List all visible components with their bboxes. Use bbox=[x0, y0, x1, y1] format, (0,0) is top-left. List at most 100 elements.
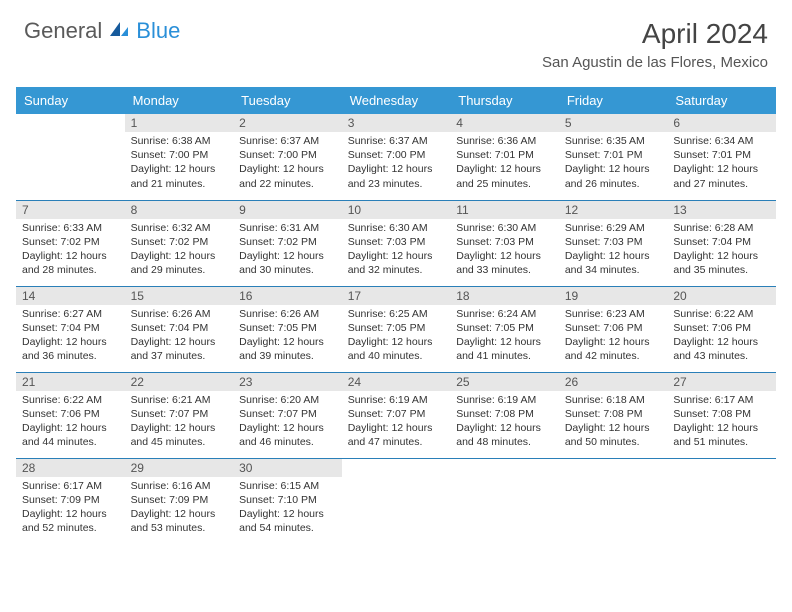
title-block: April 2024 San Agustin de las Flores, Me… bbox=[542, 18, 768, 71]
day-details: Sunrise: 6:28 AMSunset: 7:04 PMDaylight:… bbox=[673, 221, 770, 278]
day-number: 6 bbox=[667, 114, 776, 132]
day-details: Sunrise: 6:37 AMSunset: 7:00 PMDaylight:… bbox=[348, 134, 445, 191]
day-cell bbox=[559, 458, 668, 544]
day-details: Sunrise: 6:32 AMSunset: 7:02 PMDaylight:… bbox=[131, 221, 228, 278]
day-cell: 13 Sunrise: 6:28 AMSunset: 7:04 PMDayligh… bbox=[667, 200, 776, 286]
week-row: 28 Sunrise: 6:17 AMSunset: 7:09 PMDayligh… bbox=[16, 458, 776, 544]
day-cell: 24 Sunrise: 6:19 AMSunset: 7:07 PMDayligh… bbox=[342, 372, 451, 458]
day-cell: 27 Sunrise: 6:17 AMSunset: 7:08 PMDayligh… bbox=[667, 372, 776, 458]
day-cell: 30 Sunrise: 6:15 AMSunset: 7:10 PMDayligh… bbox=[233, 458, 342, 544]
day-number: 25 bbox=[450, 373, 559, 391]
day-cell: 22Sunrise: 6:21 AMSunset: 7:07 PMDayligh… bbox=[125, 372, 234, 458]
day-details: Sunrise: 6:36 AMSunset: 7:01 PMDaylight:… bbox=[456, 134, 553, 191]
day-number: 17 bbox=[342, 287, 451, 305]
day-details: Sunrise: 6:31 AMSunset: 7:02 PMDaylight:… bbox=[239, 221, 336, 278]
day-cell: 8 Sunrise: 6:32 AMSunset: 7:02 PMDaylight… bbox=[125, 200, 234, 286]
day-details: Sunrise: 6:24 AMSunset: 7:05 PMDaylight:… bbox=[456, 307, 553, 364]
day-number: 27 bbox=[667, 373, 776, 391]
day-details: Sunrise: 6:16 AMSunset: 7:09 PMDaylight:… bbox=[131, 479, 228, 536]
header: General Blue April 2024 San Agustin de l… bbox=[0, 0, 792, 79]
day-details: Sunrise: 6:22 AMSunset: 7:06 PMDaylight:… bbox=[673, 307, 770, 364]
day-cell: 23 Sunrise: 6:20 AMSunset: 7:07 PMDayligh… bbox=[233, 372, 342, 458]
day-number: 24 bbox=[342, 373, 451, 391]
day-details: Sunrise: 6:30 AMSunset: 7:03 PMDaylight:… bbox=[348, 221, 445, 278]
day-header: Saturday bbox=[667, 87, 776, 114]
day-cell: 10Sunrise: 6:30 AMSunset: 7:03 PMDayligh… bbox=[342, 200, 451, 286]
day-details: Sunrise: 6:38 AMSunset: 7:00 PMDaylight:… bbox=[131, 134, 228, 191]
day-cell: 1 Sunrise: 6:38 AMSunset: 7:00 PMDaylight… bbox=[125, 114, 234, 200]
day-header: Wednesday bbox=[342, 87, 451, 114]
day-cell: 2Sunrise: 6:37 AMSunset: 7:00 PMDaylight… bbox=[233, 114, 342, 200]
day-number: 23 bbox=[233, 373, 342, 391]
logo-sail-icon bbox=[108, 20, 130, 43]
week-row: 21 Sunrise: 6:22 AMSunset: 7:06 PMDayligh… bbox=[16, 372, 776, 458]
week-row: 14Sunrise: 6:27 AMSunset: 7:04 PMDayligh… bbox=[16, 286, 776, 372]
day-details: Sunrise: 6:26 AMSunset: 7:05 PMDaylight:… bbox=[239, 307, 336, 364]
logo-text-general: General bbox=[24, 18, 102, 44]
day-details: Sunrise: 6:34 AMSunset: 7:01 PMDaylight:… bbox=[673, 134, 770, 191]
day-cell: 28 Sunrise: 6:17 AMSunset: 7:09 PMDayligh… bbox=[16, 458, 125, 544]
day-number: 21 bbox=[16, 373, 125, 391]
day-cell: 20 Sunrise: 6:22 AMSunset: 7:06 PMDayligh… bbox=[667, 286, 776, 372]
day-header: Monday bbox=[125, 87, 234, 114]
logo-text-blue: Blue bbox=[136, 18, 180, 44]
day-number: 8 bbox=[125, 201, 234, 219]
day-cell: 7 Sunrise: 6:33 AMSunset: 7:02 PMDaylight… bbox=[16, 200, 125, 286]
day-number: 11 bbox=[450, 201, 559, 219]
day-cell: 19Sunrise: 6:23 AMSunset: 7:06 PMDayligh… bbox=[559, 286, 668, 372]
day-number: 13 bbox=[667, 201, 776, 219]
day-number: 26 bbox=[559, 373, 668, 391]
day-number: 7 bbox=[16, 201, 125, 219]
day-cell: 11 Sunrise: 6:30 AMSunset: 7:03 PMDayligh… bbox=[450, 200, 559, 286]
day-number: 28 bbox=[16, 459, 125, 477]
day-details: Sunrise: 6:15 AMSunset: 7:10 PMDaylight:… bbox=[239, 479, 336, 536]
day-number: 29 bbox=[125, 459, 234, 477]
day-number: 22 bbox=[125, 373, 234, 391]
day-number: 20 bbox=[667, 287, 776, 305]
day-cell bbox=[342, 458, 451, 544]
day-cell: 29 Sunrise: 6:16 AMSunset: 7:09 PMDayligh… bbox=[125, 458, 234, 544]
day-cell: 25 Sunrise: 6:19 AMSunset: 7:08 PMDayligh… bbox=[450, 372, 559, 458]
day-cell bbox=[450, 458, 559, 544]
day-details: Sunrise: 6:25 AMSunset: 7:05 PMDaylight:… bbox=[348, 307, 445, 364]
day-cell: 12 Sunrise: 6:29 AMSunset: 7:03 PMDayligh… bbox=[559, 200, 668, 286]
day-details: Sunrise: 6:22 AMSunset: 7:06 PMDaylight:… bbox=[22, 393, 119, 450]
day-number: 1 bbox=[125, 114, 234, 132]
day-details: Sunrise: 6:19 AMSunset: 7:08 PMDaylight:… bbox=[456, 393, 553, 450]
location: San Agustin de las Flores, Mexico bbox=[542, 54, 768, 71]
day-details: Sunrise: 6:33 AMSunset: 7:02 PMDaylight:… bbox=[22, 221, 119, 278]
day-header: Thursday bbox=[450, 87, 559, 114]
day-cell bbox=[16, 114, 125, 200]
day-details: Sunrise: 6:30 AMSunset: 7:03 PMDaylight:… bbox=[456, 221, 553, 278]
day-number: 16 bbox=[233, 287, 342, 305]
day-number: 12 bbox=[559, 201, 668, 219]
day-cell: 3 Sunrise: 6:37 AMSunset: 7:00 PMDaylight… bbox=[342, 114, 451, 200]
day-cell: 14Sunrise: 6:27 AMSunset: 7:04 PMDayligh… bbox=[16, 286, 125, 372]
day-cell: 17 Sunrise: 6:25 AMSunset: 7:05 PMDayligh… bbox=[342, 286, 451, 372]
day-number: 14 bbox=[16, 287, 125, 305]
day-cell: 9 Sunrise: 6:31 AMSunset: 7:02 PMDaylight… bbox=[233, 200, 342, 286]
day-number: 2 bbox=[233, 114, 342, 132]
day-details: Sunrise: 6:19 AMSunset: 7:07 PMDaylight:… bbox=[348, 393, 445, 450]
day-cell: 4 Sunrise: 6:36 AMSunset: 7:01 PMDaylight… bbox=[450, 114, 559, 200]
logo: General Blue bbox=[24, 18, 180, 44]
day-number: 3 bbox=[342, 114, 451, 132]
day-details: Sunrise: 6:17 AMSunset: 7:09 PMDaylight:… bbox=[22, 479, 119, 536]
day-details: Sunrise: 6:17 AMSunset: 7:08 PMDaylight:… bbox=[673, 393, 770, 450]
day-details: Sunrise: 6:35 AMSunset: 7:01 PMDaylight:… bbox=[565, 134, 662, 191]
calendar-table: SundayMondayTuesdayWednesdayThursdayFrid… bbox=[16, 87, 776, 544]
day-details: Sunrise: 6:29 AMSunset: 7:03 PMDaylight:… bbox=[565, 221, 662, 278]
day-number: 30 bbox=[233, 459, 342, 477]
day-number: 5 bbox=[559, 114, 668, 132]
week-row: 7 Sunrise: 6:33 AMSunset: 7:02 PMDaylight… bbox=[16, 200, 776, 286]
day-header: Tuesday bbox=[233, 87, 342, 114]
week-row: 1 Sunrise: 6:38 AMSunset: 7:00 PMDaylight… bbox=[16, 114, 776, 200]
day-number: 9 bbox=[233, 201, 342, 219]
day-details: Sunrise: 6:20 AMSunset: 7:07 PMDaylight:… bbox=[239, 393, 336, 450]
day-details: Sunrise: 6:23 AMSunset: 7:06 PMDaylight:… bbox=[565, 307, 662, 364]
day-number: 15 bbox=[125, 287, 234, 305]
day-cell: 18Sunrise: 6:24 AMSunset: 7:05 PMDayligh… bbox=[450, 286, 559, 372]
day-cell: 16 Sunrise: 6:26 AMSunset: 7:05 PMDayligh… bbox=[233, 286, 342, 372]
day-cell: 5 Sunrise: 6:35 AMSunset: 7:01 PMDaylight… bbox=[559, 114, 668, 200]
day-number: 4 bbox=[450, 114, 559, 132]
